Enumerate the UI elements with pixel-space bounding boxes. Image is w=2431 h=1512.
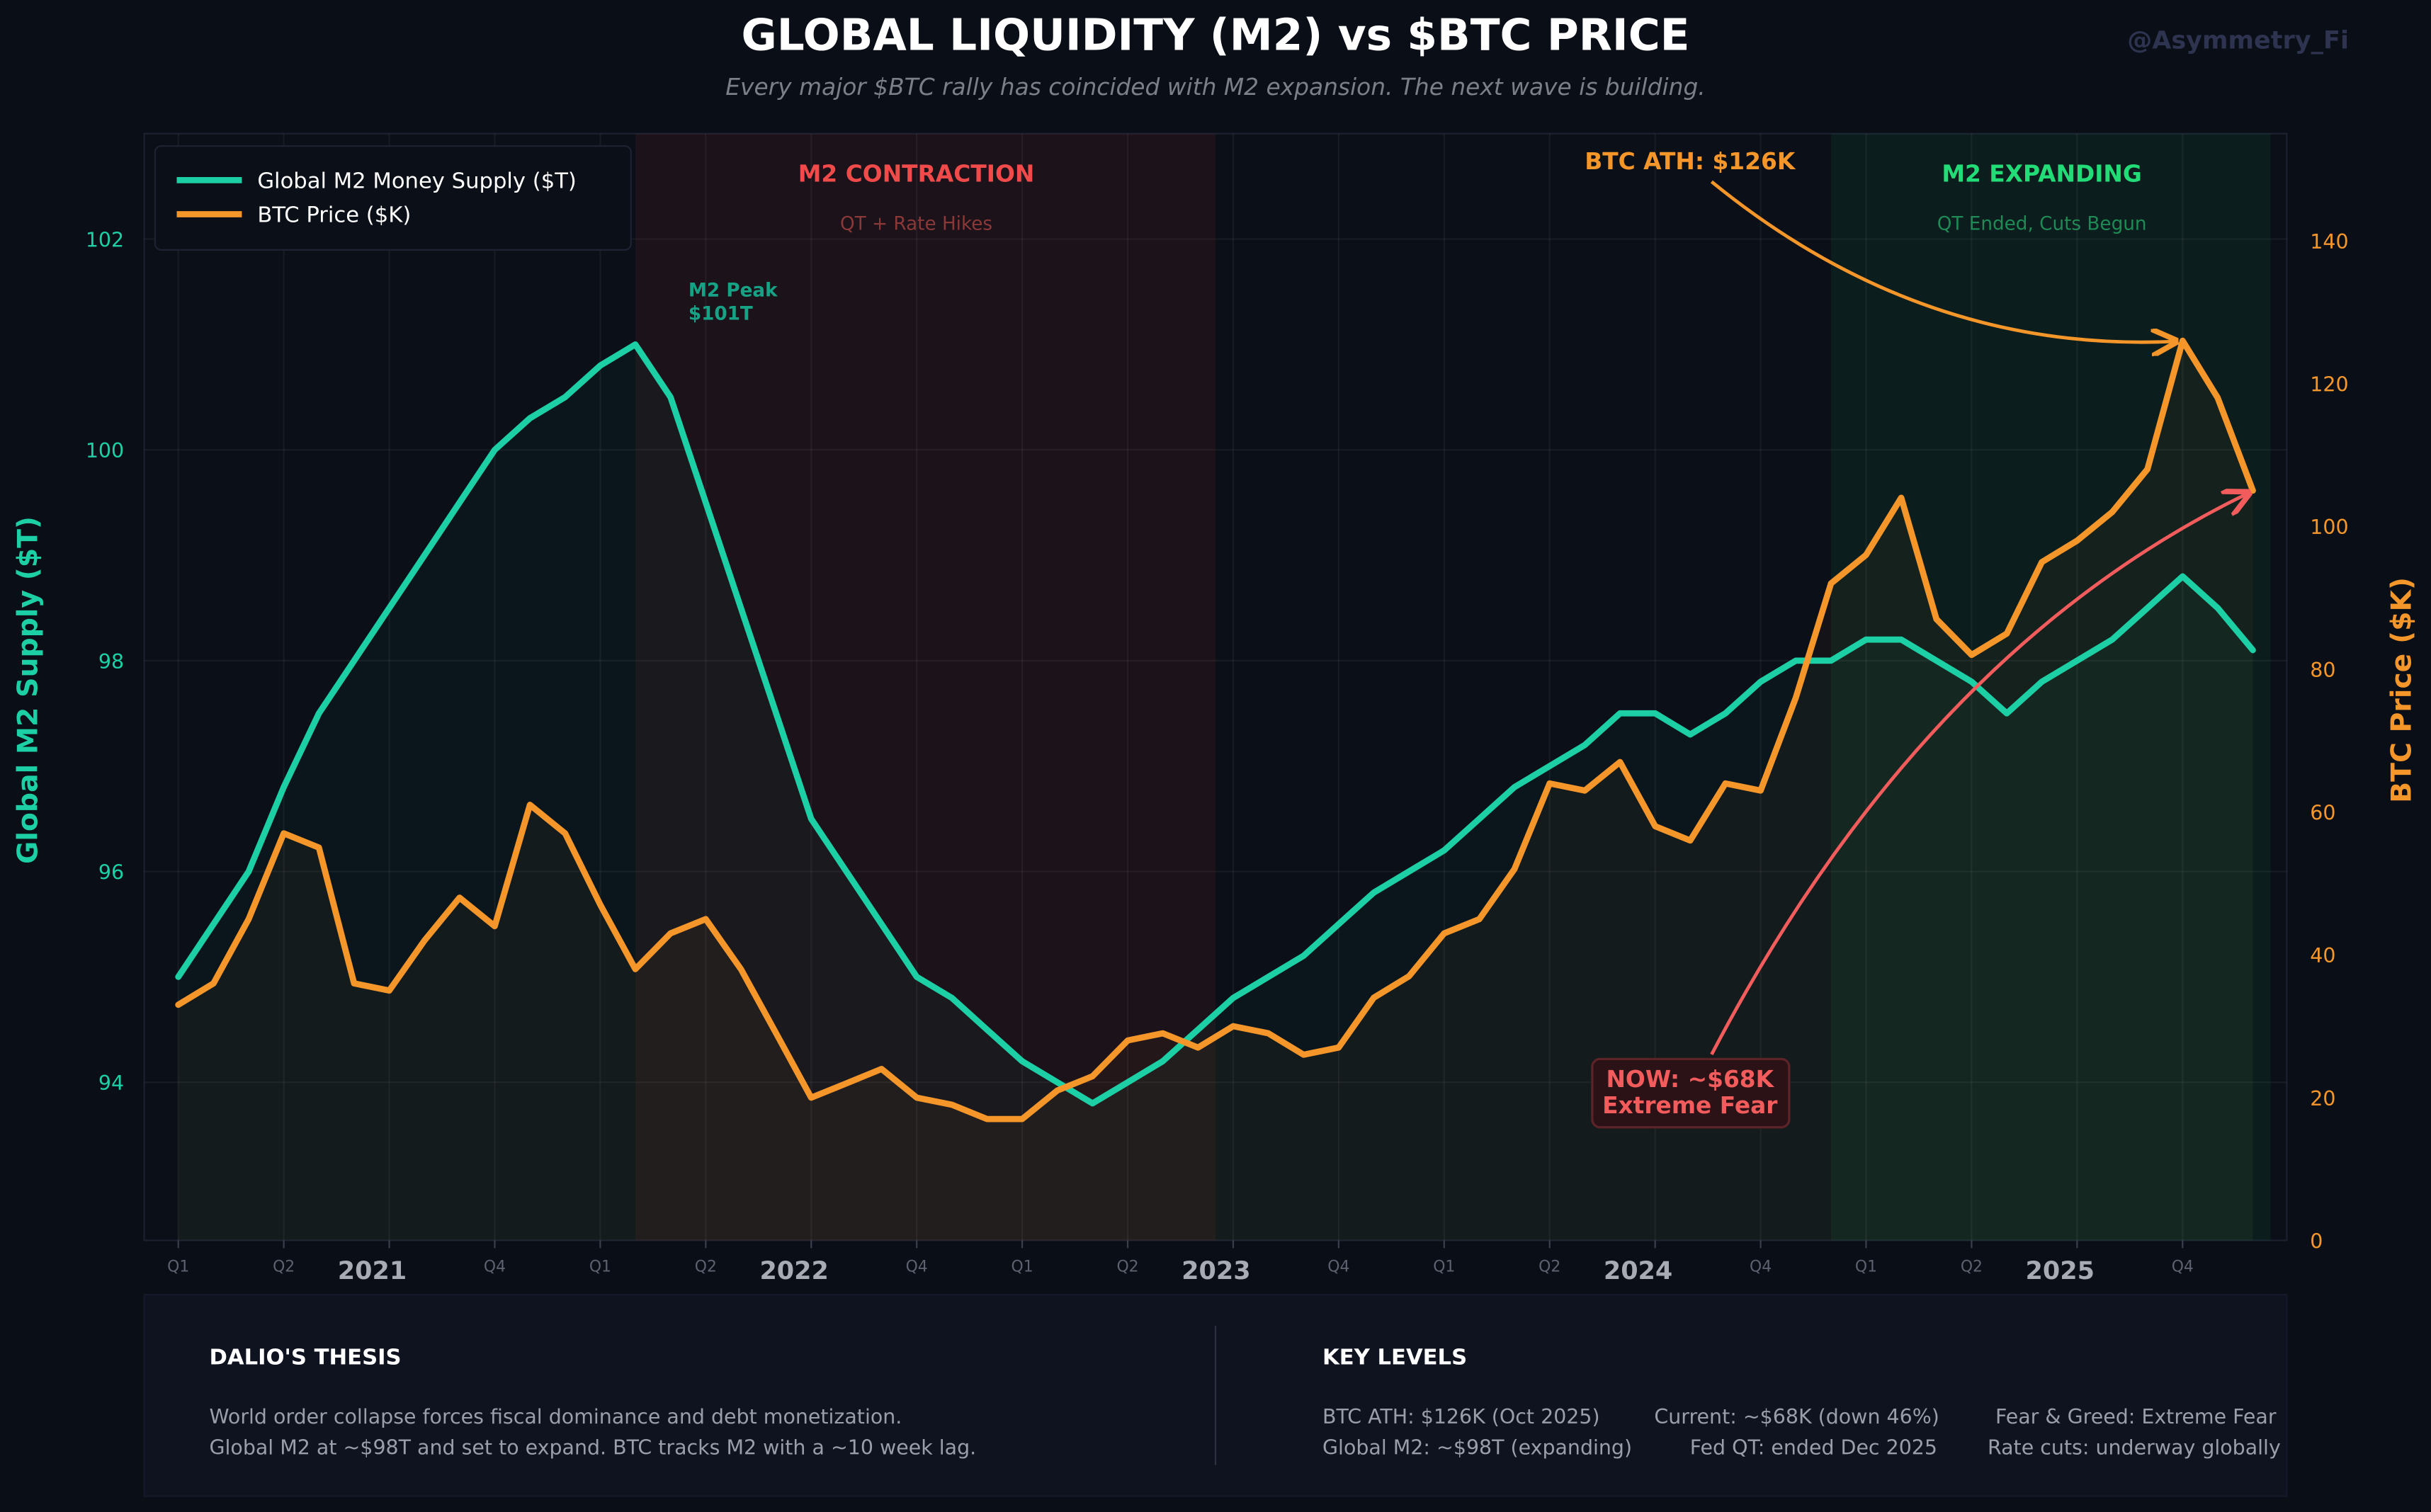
shaded-region-expanding [1830, 133, 2271, 1241]
x-tick-label: Q1 [589, 1258, 611, 1275]
y-right-tick-label: 120 [2310, 373, 2348, 397]
y-right-tick-label: 140 [2310, 230, 2348, 254]
m2-peak-value: $101T [688, 303, 753, 324]
x-tick-label: Q2 [1961, 1258, 1983, 1275]
x-year-label: 2023 [1182, 1256, 1250, 1285]
now-arrow [1710, 494, 2248, 1055]
key-level-fed-qt: Fed QT: ended Dec 2025 [1690, 1436, 1937, 1460]
y-right-tick-label: 40 [2310, 944, 2335, 967]
m2-peak-label: M2 Peak [688, 280, 778, 302]
legend-btc-label: BTC Price ($K) [257, 203, 411, 227]
x-year-label: 2025 [2026, 1256, 2095, 1285]
x-tick-label: Q4 [484, 1258, 506, 1275]
expanding-label: M2 EXPANDING [1942, 161, 2142, 188]
now-label: NOW: ~$68K [1606, 1066, 1774, 1093]
chart-title: GLOBAL LIQUIDITY (M2) vs $BTC PRICE [741, 11, 1689, 61]
ath-annotation: BTC ATH: $126K [1585, 148, 1796, 175]
y-right-tick-label: 100 [2310, 516, 2348, 539]
x-tick-label: Q2 [1538, 1258, 1560, 1275]
legend-m2-label: Global M2 Money Supply ($T) [257, 169, 577, 193]
y-axis-left-label: Global M2 Supply ($T) [12, 516, 45, 864]
ath-arrow [1710, 180, 2175, 343]
x-year-label: 2024 [1604, 1256, 1672, 1285]
contraction-label: M2 CONTRACTION [798, 161, 1035, 188]
x-tick-label: Q4 [1327, 1258, 1349, 1275]
btc-line [175, 337, 2256, 1122]
y-left-tick-label: 100 [86, 439, 124, 462]
watermark: @Asymmetry_Fi [2127, 25, 2349, 55]
y-right-tick-label: 60 [2310, 801, 2335, 824]
x-year-label: 2021 [338, 1256, 407, 1285]
x-tick-label: Q4 [1750, 1258, 1772, 1275]
y-right-tick-label: 80 [2310, 659, 2335, 682]
x-tick-label: Q1 [167, 1258, 189, 1275]
y-right-tick-label: 0 [2310, 1229, 2323, 1253]
key-level-rate-cuts: Rate cuts: underway globally [1988, 1436, 2281, 1460]
key-level-current: Current: ~$68K (down 46%) [1654, 1405, 1939, 1428]
plot-area [143, 132, 2288, 1241]
expanding-sublabel: QT Ended, Cuts Begun [1937, 213, 2147, 234]
y-left-tick-label: 102 [86, 228, 124, 251]
y-axis-right-label: BTC Price ($K) [2386, 577, 2418, 803]
thesis-line-1: World order collapse forces fiscal domin… [209, 1405, 902, 1428]
now-badge [1591, 1057, 1791, 1129]
x-tick-label: Q4 [2172, 1258, 2194, 1275]
m2-area-fill [178, 344, 2253, 1241]
key-level-ath: BTC ATH: $126K (Oct 2025) [1322, 1405, 1600, 1428]
contraction-sublabel: QT + Rate Hikes [840, 213, 992, 234]
y-left-tick-label: 94 [98, 1072, 124, 1095]
y-left-tick-label: 96 [98, 861, 124, 885]
x-year-label: 2022 [759, 1256, 828, 1285]
chart-subtitle: Every major $BTC rally has coincided wit… [725, 74, 1705, 101]
key-level-fear-greed: Fear & Greed: Extreme Fear [1995, 1405, 2277, 1428]
x-tick-label: Q1 [1855, 1258, 1877, 1275]
x-tick-label: Q1 [1012, 1258, 1033, 1275]
now-sentiment: Extreme Fear [1602, 1092, 1778, 1119]
m2-line [175, 341, 2256, 1107]
x-tick-label: Q4 [906, 1258, 928, 1275]
thesis-title: DALIO'S THESIS [209, 1346, 401, 1370]
shaded-region-contraction [635, 133, 1216, 1241]
legend: Global M2 Money Supply ($T) BTC Price ($… [154, 145, 632, 251]
x-tick-label: Q2 [1116, 1258, 1138, 1275]
x-tick-label: Q1 [1433, 1258, 1455, 1275]
key-level-m2: Global M2: ~$98T (expanding) [1322, 1436, 1632, 1460]
key-levels-title: KEY LEVELS [1322, 1346, 1467, 1370]
y-left-tick-label: 98 [98, 650, 124, 673]
y-right-tick-label: 20 [2310, 1087, 2335, 1110]
x-tick-label: Q2 [273, 1258, 295, 1275]
x-tick-label: Q2 [695, 1258, 717, 1275]
thesis-line-2: Global M2 at ~$98T and set to expand. BT… [209, 1436, 976, 1460]
